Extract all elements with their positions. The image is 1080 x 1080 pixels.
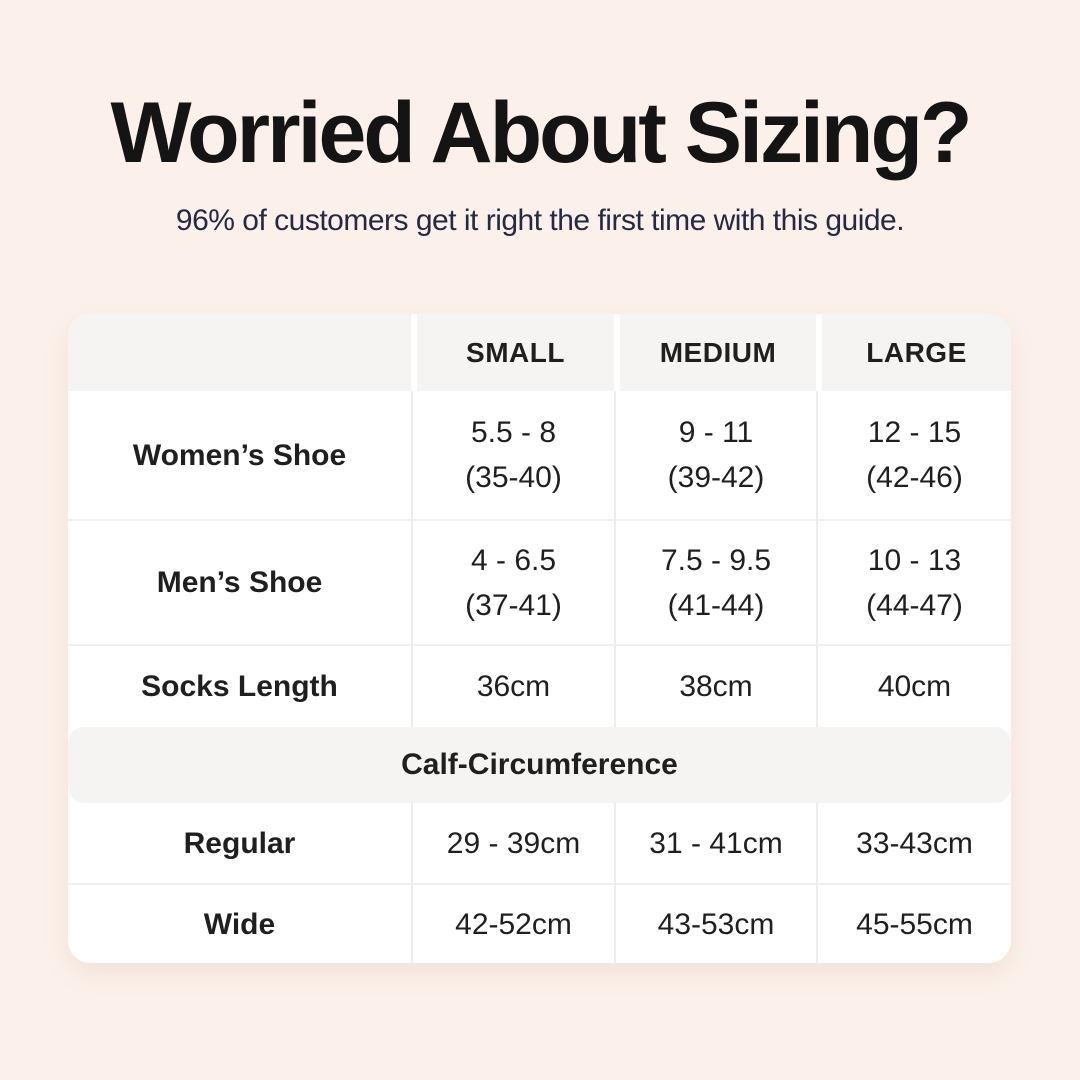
- column-header-large: LARGE: [816, 314, 1011, 391]
- column-header-small: SMALL: [411, 314, 614, 391]
- womens-small-us: 5.5 - 8: [470, 416, 557, 449]
- cell-mens-small: 4 - 6.5 (37-41): [411, 519, 614, 644]
- page-subtitle: 96% of customers get it right the first …: [175, 204, 905, 237]
- mens-medium-eu: (41-44): [667, 588, 765, 622]
- cell-womens-small: 5.5 - 8 (35-40): [411, 391, 614, 519]
- row-label-mens-shoe: Men’s Shoe: [68, 519, 411, 644]
- size-chart-table: SMALL MEDIUM LARGE Women’s Shoe 5.5 - 8 …: [68, 314, 1011, 963]
- calf-circumference-section-header: Calf-Circumference: [68, 727, 1011, 803]
- row-label-womens-shoe: Women’s Shoe: [132, 438, 347, 472]
- corner-cell: [68, 314, 411, 391]
- mens-large-us: 10 - 13: [867, 543, 962, 577]
- mens-small-eu: (37-41): [465, 588, 562, 622]
- womens-large-eu: (42-46): [866, 461, 963, 494]
- mens-large-eu: (44-47): [866, 588, 963, 622]
- cell-regular-large: 33-43cm: [816, 803, 1011, 883]
- cell-wide-large: 45-55cm: [816, 883, 1011, 963]
- cell-womens-large: 12 - 15 (42-46): [816, 391, 1011, 519]
- cell-socks-large: 40cm: [816, 644, 1011, 727]
- cell-mens-medium: 7.5 - 9.5 (41-44): [614, 519, 816, 644]
- womens-medium-us: 9 - 11: [678, 416, 754, 449]
- page-title: Worried About Sizing?: [110, 85, 972, 181]
- cell-socks-medium: 38cm: [614, 644, 816, 727]
- cell-wide-medium: 43-53cm: [614, 883, 816, 963]
- row-label-wide: Wide: [68, 883, 411, 963]
- cell-socks-small: 36cm: [411, 644, 614, 727]
- column-header-medium: MEDIUM: [614, 314, 816, 391]
- row-label-regular: Regular: [183, 826, 296, 860]
- mens-small-us: 4 - 6.5: [470, 543, 557, 577]
- womens-large-us: 12 - 15: [867, 416, 962, 449]
- cell-womens-medium: 9 - 11 (39-42): [614, 391, 816, 519]
- cell-mens-large: 10 - 13 (44-47): [816, 519, 1011, 644]
- cell-regular-small: 29 - 39cm: [411, 803, 614, 883]
- cell-regular-medium: 31 - 41cm: [614, 803, 816, 883]
- womens-small-eu: (35-40): [465, 461, 562, 494]
- mens-medium-us: 7.5 - 9.5: [660, 543, 772, 577]
- womens-medium-eu: (39-42): [667, 461, 765, 494]
- cell-wide-small: 42-52cm: [411, 883, 614, 963]
- row-label-socks-length: Socks Length: [68, 644, 411, 727]
